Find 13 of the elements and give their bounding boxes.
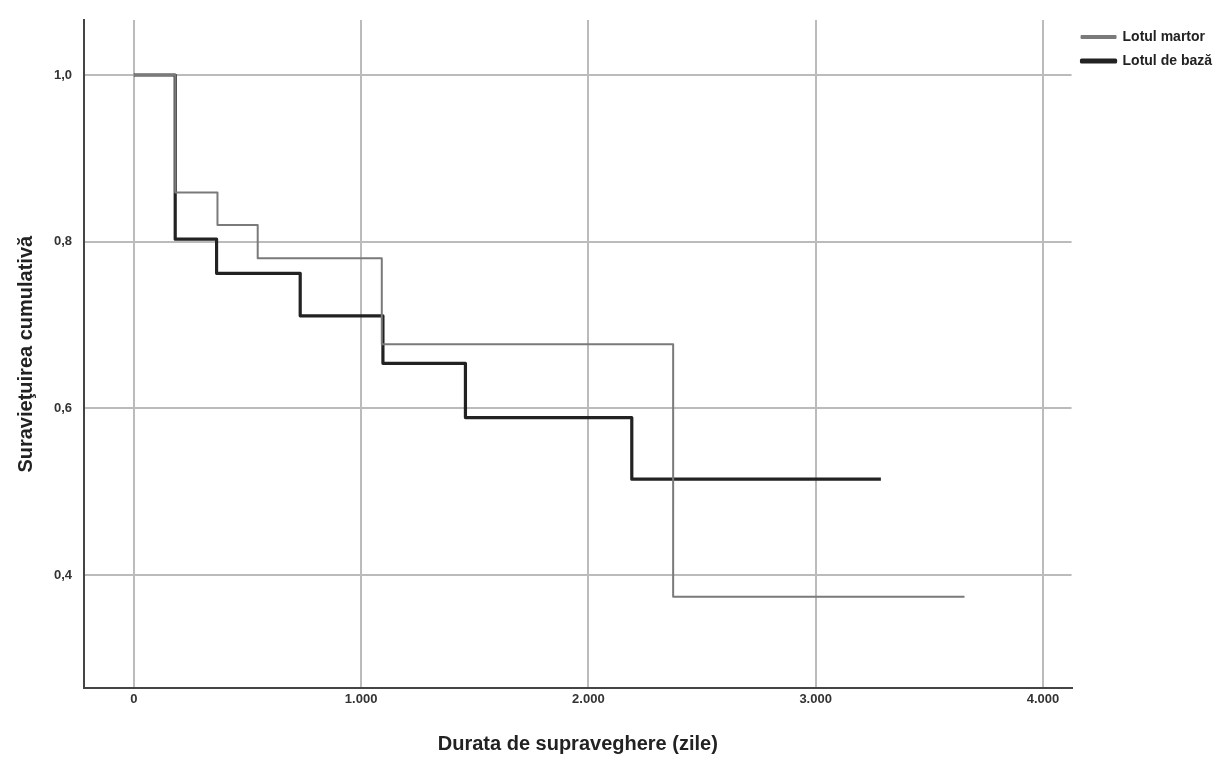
y-axis-title: Suravieţuirea cumulativă [13, 234, 36, 473]
y-tick-label: 0,8 [53, 233, 73, 249]
y-tick-label: 0,4 [53, 566, 73, 582]
x-tick-label: 0 [130, 690, 138, 706]
x-tick-label: 3.000 [799, 690, 832, 706]
x-tick-label: 4.000 [1026, 690, 1060, 706]
x-tick-label: 2.000 [572, 690, 605, 706]
y-tick-label: 0,6 [53, 399, 73, 415]
y-tick-label: 1,0 [53, 66, 73, 82]
x-tick-label: 1.000 [344, 690, 378, 706]
legend-label: Lotul martor [1122, 27, 1206, 44]
x-axis-title: Durata de supraveghere (zile) [437, 731, 718, 754]
legend-label: Lotul de bază [1122, 51, 1213, 68]
